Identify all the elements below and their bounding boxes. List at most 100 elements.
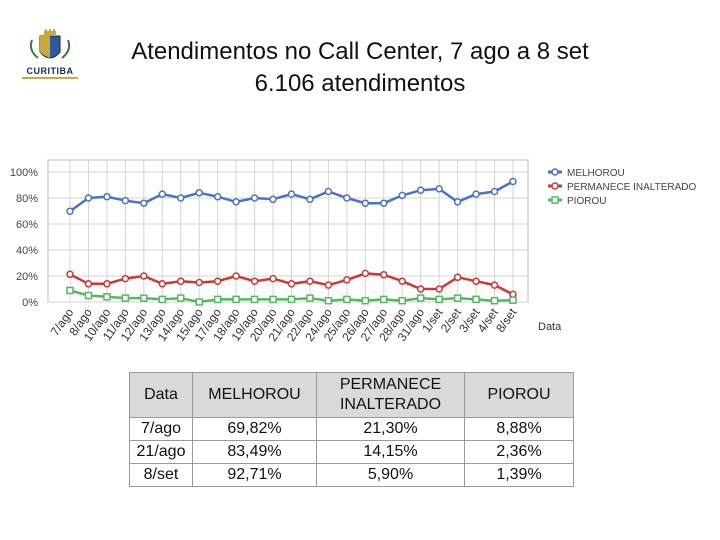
y-tick-label: 20% (16, 271, 38, 283)
data-point (509, 296, 517, 304)
data-point (435, 185, 443, 193)
data-point (324, 296, 333, 305)
data-point (435, 285, 443, 293)
data-point (509, 177, 517, 186)
cell-improved: 92,71% (192, 463, 317, 487)
y-tick-label: 80% (16, 193, 38, 205)
data-point (121, 196, 130, 205)
data-point (287, 280, 296, 288)
data-point (453, 273, 462, 282)
title-line-2: 6.106 atendimentos (254, 70, 466, 97)
data-point (453, 294, 462, 302)
data-point (66, 270, 74, 279)
header-unchanged-line-1: PERMANECE (339, 376, 442, 393)
x-tick-label: 8/set (493, 305, 520, 335)
y-tick-label: 60% (16, 219, 38, 231)
data-point (306, 277, 314, 285)
curitiba-logo: CURITIBA (18, 28, 82, 90)
data-point (177, 194, 185, 202)
cell-unchanged: 5,90% (316, 463, 465, 487)
data-point (398, 296, 406, 305)
legend-marker (551, 168, 559, 176)
logo-text: CURITIBA (26, 66, 74, 76)
data-point (158, 295, 167, 304)
data-point (306, 195, 314, 204)
y-tick-label: 40% (16, 245, 38, 257)
data-point (472, 190, 480, 198)
data-point (103, 293, 111, 301)
data-point (158, 190, 167, 198)
data-point (435, 295, 443, 304)
data-point (343, 276, 351, 284)
data-point (287, 295, 296, 304)
data-point (287, 190, 296, 198)
data-point (361, 199, 370, 207)
cell-worse: 2,36% (464, 440, 574, 464)
page-title: Atendimentos no Call Center, 7 ago a 8 s… (100, 36, 620, 100)
data-point (140, 199, 148, 207)
data-point (472, 277, 480, 285)
data-point (103, 280, 111, 288)
data-point (158, 280, 167, 288)
data-point (361, 296, 370, 305)
data-point (213, 295, 222, 304)
data-point (177, 294, 185, 302)
cell-improved: 83,49% (192, 440, 317, 464)
data-point (490, 187, 499, 196)
data-point (84, 194, 93, 202)
header-unchanged: PERMANECE INALTERADO (316, 372, 465, 418)
data-point (324, 281, 333, 289)
table-row: 21/ago 83,49% 14,15% 2,36% (129, 440, 574, 464)
line-chart: 0%20%40%60%80%100%7/ago8/ago10/ago11/ago… (10, 159, 697, 344)
legend-marker (551, 182, 559, 190)
data-point (232, 272, 240, 280)
summary-table: Data MELHOROU PERMANECE INALTERADO PIORO… (129, 372, 574, 487)
data-point (195, 278, 203, 287)
data-point (472, 295, 480, 304)
coat-of-arms-icon (29, 29, 71, 59)
data-point (121, 294, 130, 302)
data-point (66, 207, 74, 215)
data-point (416, 294, 425, 302)
data-point (103, 192, 111, 201)
data-point (324, 187, 333, 196)
data-point (66, 286, 74, 295)
data-point (269, 295, 277, 304)
data-point (232, 198, 240, 206)
data-point (121, 274, 130, 283)
data-point (177, 277, 185, 285)
legend-marker (551, 196, 559, 204)
data-point (232, 295, 240, 304)
data-point (416, 186, 425, 194)
cell-worse: 8,88% (464, 417, 574, 441)
data-point (250, 194, 259, 202)
table-header-row: Data MELHOROU PERMANECE INALTERADO PIORO… (129, 372, 574, 418)
data-point (306, 294, 314, 302)
data-point (250, 277, 259, 285)
data-point (416, 285, 425, 293)
data-point (84, 280, 93, 288)
table-row: 7/ago 69,82% 21,30% 8,88% (129, 417, 574, 441)
data-point (380, 199, 388, 207)
data-point (195, 189, 203, 197)
logo-underline (22, 77, 78, 79)
data-point (250, 295, 259, 304)
data-point (398, 277, 406, 285)
data-point (343, 295, 351, 304)
cell-unchanged: 21,30% (316, 417, 465, 441)
data-point (380, 295, 388, 304)
data-point (140, 294, 148, 302)
data-point (140, 272, 148, 280)
data-point (213, 277, 222, 285)
header-improved: MELHOROU (192, 372, 317, 418)
data-point (380, 270, 388, 279)
cell-improved: 69,82% (192, 417, 317, 441)
data-point (343, 194, 351, 202)
cell-date: 21/ago (129, 440, 193, 464)
legend-label: MELHOROU (567, 168, 625, 179)
data-point (84, 291, 93, 300)
data-point (398, 191, 406, 200)
cell-worse: 1,39% (464, 463, 574, 487)
cell-date: 8/set (129, 463, 193, 487)
data-point (361, 269, 370, 278)
